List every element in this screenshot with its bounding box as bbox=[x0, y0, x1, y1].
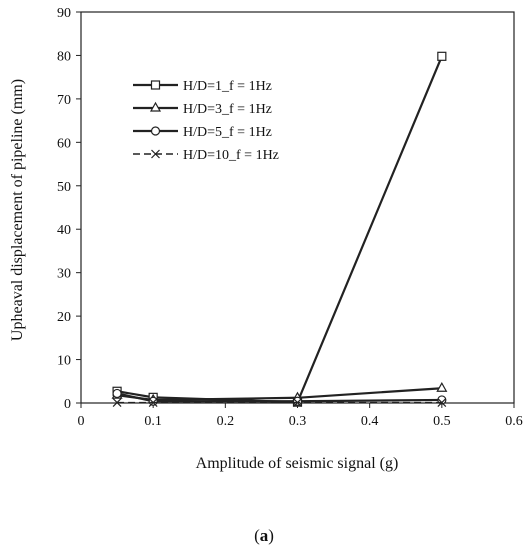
x-tick-label: 0.6 bbox=[505, 414, 523, 429]
data-point bbox=[148, 396, 158, 406]
x-tick-label: 0.2 bbox=[217, 414, 235, 429]
x-tick-label: 0.5 bbox=[433, 414, 451, 429]
legend-label: H/D=5_f = 1Hz bbox=[183, 125, 272, 140]
data-point bbox=[112, 398, 122, 407]
series-3 bbox=[112, 388, 447, 406]
x-tick-label: 0.4 bbox=[361, 414, 379, 429]
series-4 bbox=[112, 398, 447, 407]
plot-frame bbox=[80, 11, 515, 404]
data-point bbox=[293, 398, 302, 407]
legend-label: H/D=1_f = 1Hz bbox=[183, 79, 272, 94]
y-tick-label: 70 bbox=[57, 93, 71, 108]
y-tick-label: 80 bbox=[57, 49, 71, 64]
legend: H/D=1_f = 1Hz H/D=3_f = 1Hz H/D=5_f = 1Hz H… bbox=[133, 79, 279, 163]
axes: 0 0.1 0.2 0.3 0.4 0.5 0.6 0 10 20 30 40 50 60 70 80 90 bbox=[57, 6, 523, 429]
data-point bbox=[112, 388, 122, 399]
y-tick-label: 60 bbox=[57, 136, 71, 151]
legend-marker bbox=[151, 149, 160, 159]
x-tick-label: 0 bbox=[78, 414, 85, 429]
y-tick-label: 20 bbox=[57, 310, 71, 325]
figure-caption: (a) bbox=[254, 526, 274, 545]
data-point bbox=[437, 398, 447, 407]
y-tick-label: 50 bbox=[57, 180, 71, 195]
x-tick-label: 0.1 bbox=[144, 414, 162, 429]
y-tick-label: 90 bbox=[57, 6, 71, 21]
legend-entry: H/D=10_f = 1Hz bbox=[133, 148, 279, 163]
legend-entry: H/D=1_f = 1Hz bbox=[133, 79, 272, 94]
legend-entry: H/D=5_f = 1Hz bbox=[133, 125, 272, 140]
x-axis-title: Amplitude of seismic signal (g) bbox=[196, 455, 399, 472]
y-tick-label: 10 bbox=[57, 354, 71, 369]
y-tick-label: 40 bbox=[57, 223, 71, 238]
y-tick-label: 30 bbox=[57, 267, 71, 282]
series-layer bbox=[111, 51, 448, 407]
series-line bbox=[116, 392, 442, 403]
y-tick-label: 0 bbox=[64, 397, 71, 412]
series-1 bbox=[112, 51, 447, 407]
legend-label: H/D=3_f = 1Hz bbox=[183, 102, 272, 117]
legend-entry: H/D=3_f = 1Hz bbox=[133, 101, 272, 117]
data-point bbox=[436, 382, 448, 392]
data-point bbox=[292, 396, 303, 406]
legend-label: H/D=10_f = 1Hz bbox=[183, 148, 279, 163]
legend-marker bbox=[150, 80, 161, 90]
legend-marker bbox=[150, 126, 161, 136]
y-axis-title: Upheaval displacement of pipeline (mm) bbox=[9, 79, 26, 341]
x-tick-label: 0.3 bbox=[289, 414, 307, 429]
data-point bbox=[437, 51, 447, 61]
legend-marker bbox=[149, 101, 162, 112]
data-point bbox=[148, 398, 158, 407]
